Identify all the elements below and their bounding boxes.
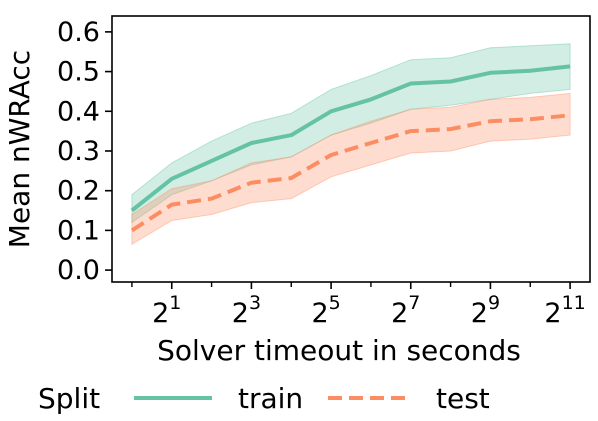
- legend-title: Split: [38, 382, 100, 415]
- y-tick-label: 0.2: [57, 176, 100, 207]
- legend: Split train test: [38, 382, 490, 415]
- y-axis-ticks: 0.0 0.1 0.2 0.3 0.4 0.5 0.6: [57, 17, 112, 286]
- x-tick-label: 211: [544, 292, 585, 329]
- y-tick-label: 0.1: [57, 215, 100, 246]
- legend-label-test: test: [436, 382, 490, 415]
- plot-frame: [111, 15, 591, 283]
- band-train: [131, 43, 571, 224]
- y-tick-label: 0.5: [57, 57, 100, 88]
- x-axis-label: Solver timeout in seconds: [157, 334, 521, 367]
- legend-label-train: train: [238, 382, 303, 415]
- y-tick-label: 0.3: [57, 136, 100, 167]
- line-test: [130, 113, 571, 233]
- x-axis-ticks: 21 23 25 27 29 211: [131, 282, 586, 329]
- line-train: [130, 64, 571, 213]
- y-axis-label: Mean nWRAcc: [3, 50, 36, 248]
- series-lines: [130, 64, 571, 233]
- y-tick-label: 0.6: [57, 17, 100, 48]
- band-test: [131, 92, 571, 246]
- x-tick-label: 23: [232, 292, 261, 329]
- x-tick-label: 29: [471, 292, 500, 329]
- x-tick-label: 25: [311, 292, 340, 329]
- confidence-bands: [131, 43, 571, 246]
- x-tick-label: 21: [152, 292, 181, 329]
- x-tick-label: 27: [391, 292, 420, 329]
- y-tick-label: 0.4: [57, 96, 100, 127]
- y-tick-label: 0.0: [57, 255, 100, 286]
